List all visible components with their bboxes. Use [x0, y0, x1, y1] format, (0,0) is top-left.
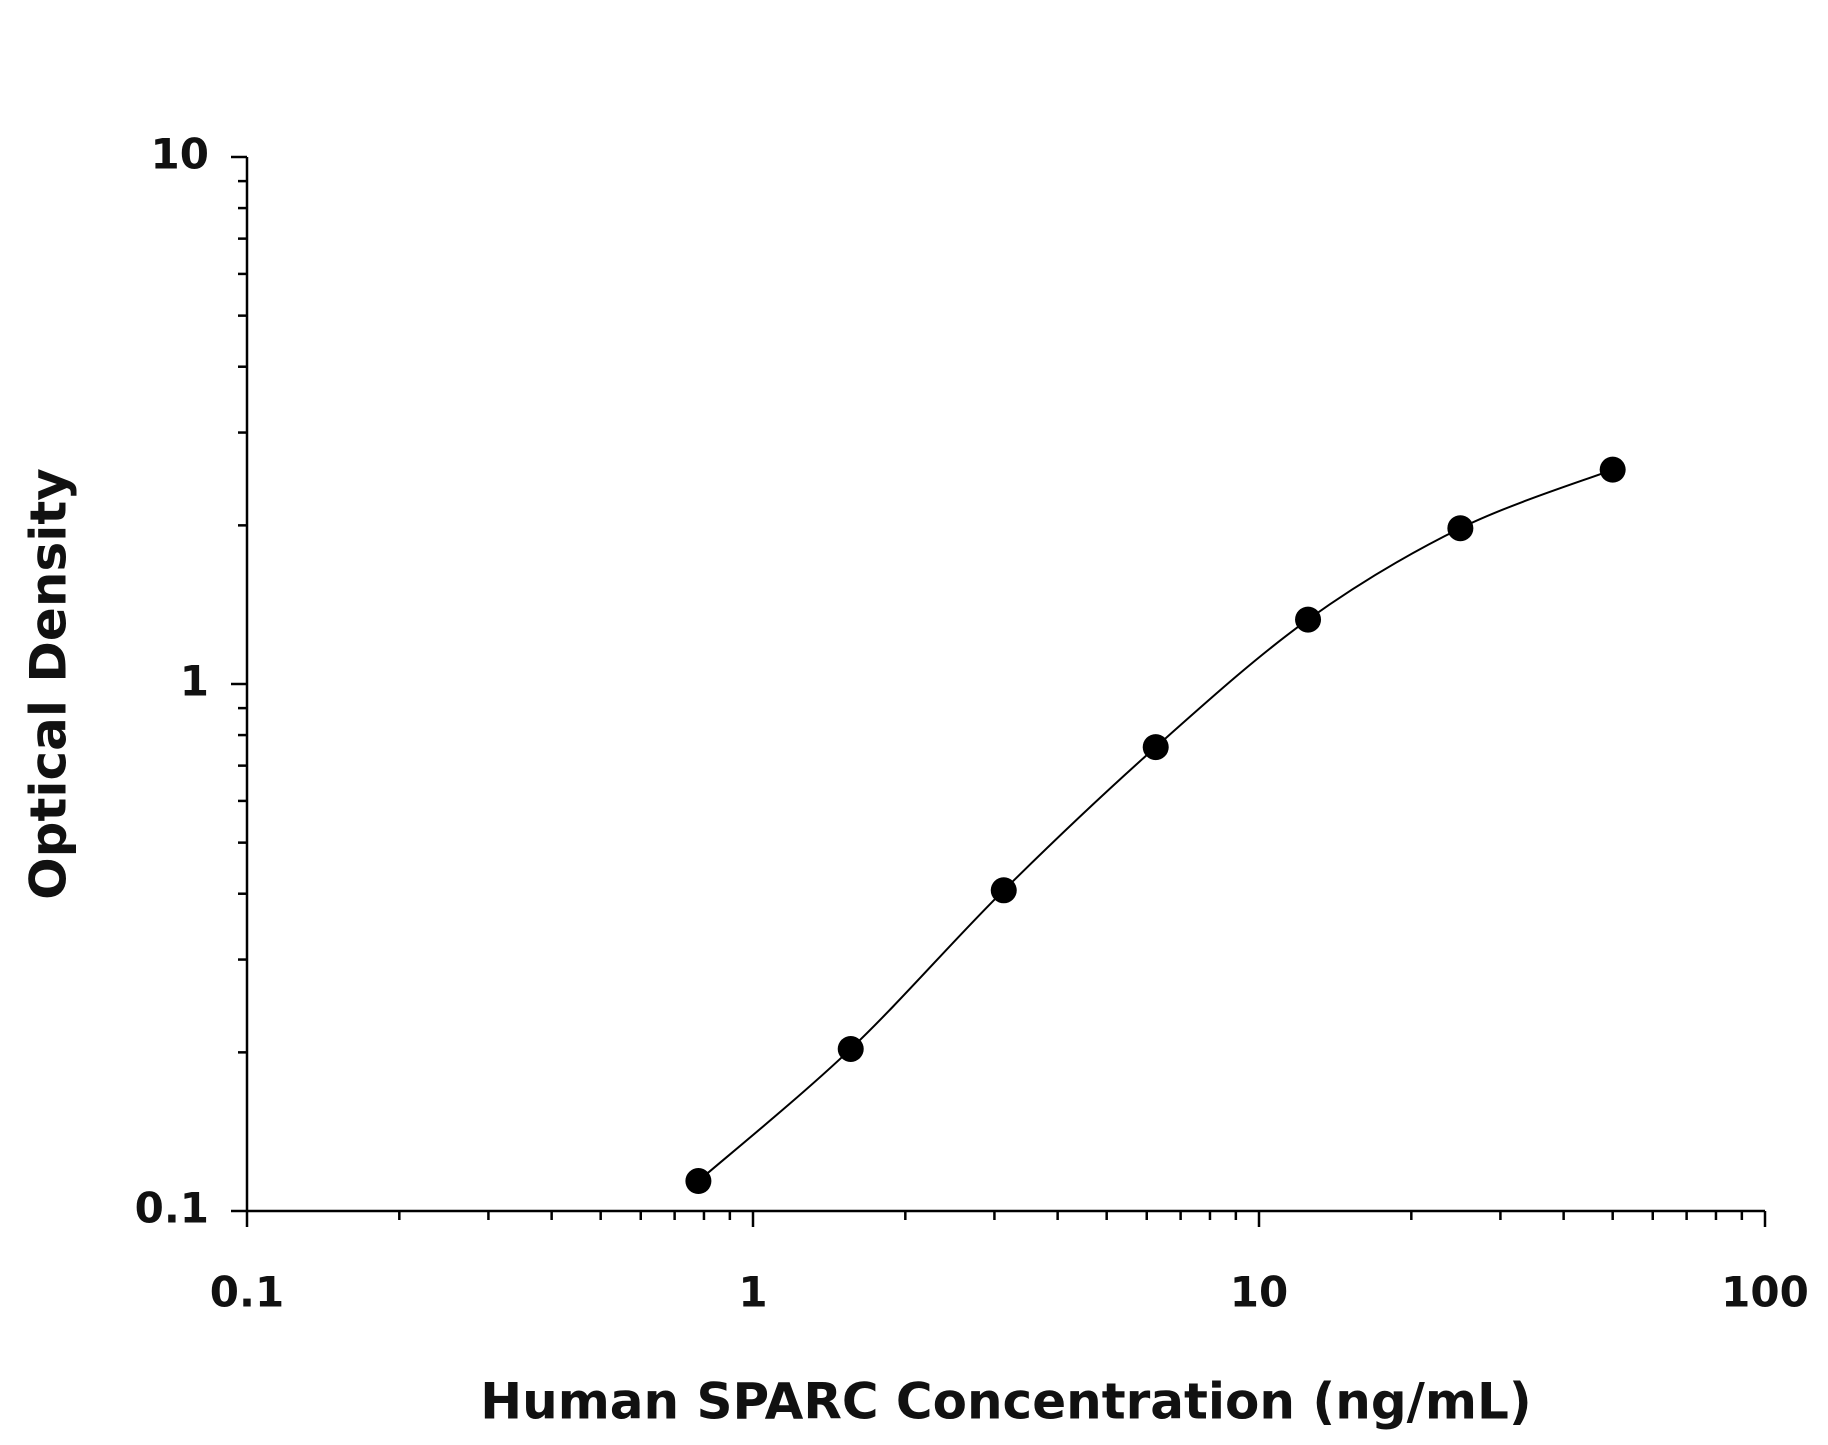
y-tick-label: 0.1	[135, 1184, 209, 1233]
x-tick-label: 100	[1721, 1268, 1809, 1317]
point	[837, 1035, 864, 1062]
point	[1142, 734, 1169, 761]
y-tick-label: 10	[151, 130, 209, 179]
y-tick-label: 1	[180, 657, 209, 706]
point	[685, 1168, 712, 1195]
point	[1295, 606, 1322, 633]
point	[990, 877, 1017, 904]
point	[1447, 515, 1474, 542]
x-tick-label: 0.1	[210, 1268, 284, 1317]
x-axis-title: Human SPARC Concentration (ng/mL)	[480, 1373, 1531, 1431]
x-tick-label: 1	[738, 1268, 767, 1317]
point	[1599, 456, 1626, 483]
curve	[697, 468, 1614, 1182]
x-tick-label: 10	[1230, 1268, 1288, 1317]
y-axis-title: Optical Density	[20, 468, 78, 900]
